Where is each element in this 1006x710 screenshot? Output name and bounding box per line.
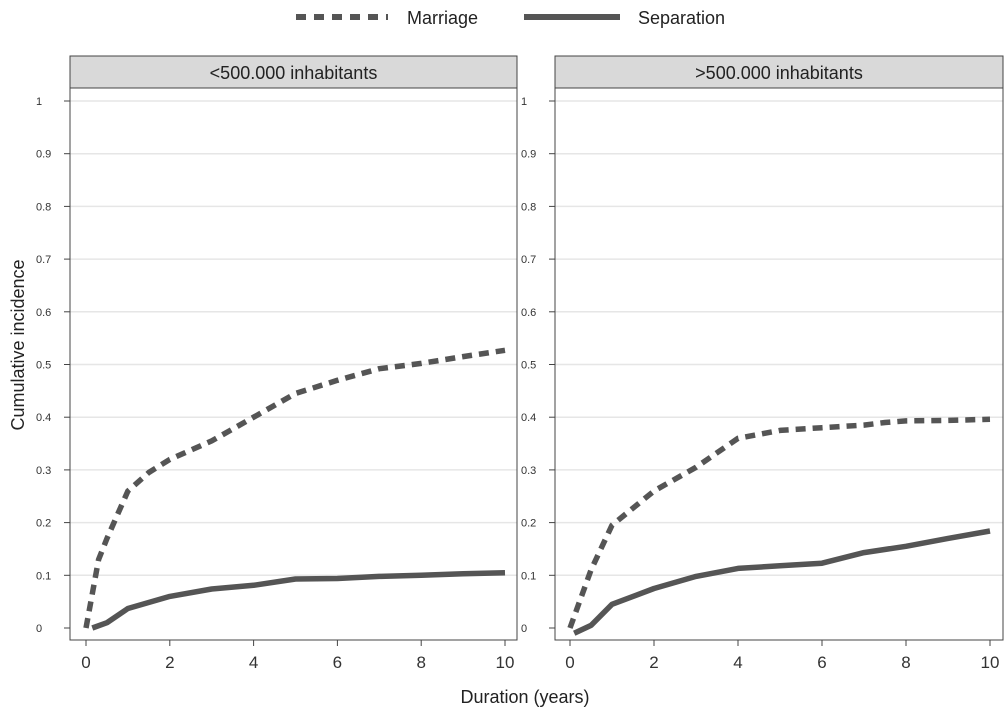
y-tick-label: 0.4 xyxy=(521,412,536,424)
series-line-separation xyxy=(91,569,506,631)
panel-strip xyxy=(554,55,1004,89)
y-tick-label: 0.5 xyxy=(36,360,51,372)
panel-frame xyxy=(69,55,518,641)
y-tick-label: 0.9 xyxy=(36,149,51,161)
x-tick-label: 6 xyxy=(817,653,826,672)
series-line-marriage xyxy=(567,416,991,629)
panel-title: >500.000 inhabitants xyxy=(695,63,863,83)
x-tick-label: 0 xyxy=(565,653,574,672)
x-tick-label: 2 xyxy=(165,653,174,672)
panel-title: <500.000 inhabitants xyxy=(210,63,378,83)
x-tick-label: 0 xyxy=(81,653,90,672)
y-tick-label: 0.1 xyxy=(36,570,51,582)
panel-1: <500.000 inhabitants 0 0.1 0.2 0.3 0.4 0.5 0.6 0… xyxy=(36,55,518,672)
y-tick-label: 0.2 xyxy=(521,518,536,530)
series-line-separation xyxy=(573,528,991,636)
x-tick-label: 4 xyxy=(733,653,742,672)
x-tick-label: 10 xyxy=(981,653,1000,672)
x-tick-label: 4 xyxy=(249,653,258,672)
y-tick-label: 0.7 xyxy=(36,254,51,266)
y-tick-label: 0.9 xyxy=(521,149,536,161)
y-tick-label: 0.8 xyxy=(521,201,536,213)
y-tick-label: 0 xyxy=(521,623,527,635)
panel-2: >500.000 inhabitants 0 0.1 0.2 0.3 0.4 0.5 0.6 0… xyxy=(521,55,1004,672)
panels: <500.000 inhabitants 0 0.1 0.2 0.3 0.4 0.5 0.6 0… xyxy=(36,55,1004,672)
legend-separation-label: Separation xyxy=(638,8,725,28)
series-line-marriage xyxy=(83,347,506,629)
y-axis-title: Cumulative incidence xyxy=(8,259,28,430)
x-axis-title: Duration (years) xyxy=(460,687,589,707)
x-tick-label: 8 xyxy=(416,653,425,672)
y-tick-label: 0.3 xyxy=(521,465,536,477)
x-tick-label: 10 xyxy=(496,653,515,672)
y-tick-label: 0.5 xyxy=(521,360,536,372)
y-tick-label: 1 xyxy=(36,96,42,108)
y-tick-label: 0.4 xyxy=(36,412,51,424)
y-tick-label: 1 xyxy=(521,96,527,108)
legend: Marriage Separation xyxy=(296,8,725,28)
x-tick-label: 8 xyxy=(901,653,910,672)
x-tick-label: 6 xyxy=(333,653,342,672)
y-tick-label: 0 xyxy=(36,623,42,635)
y-tick-label: 0.8 xyxy=(36,201,51,213)
y-tick-label: 0.1 xyxy=(521,570,536,582)
y-tick-label: 0.2 xyxy=(36,518,51,530)
y-tick-label: 0.3 xyxy=(36,465,51,477)
panel-frame xyxy=(554,55,1004,641)
y-tick-label: 0.6 xyxy=(521,307,536,319)
y-tick-label: 0.7 xyxy=(521,254,536,266)
y-tick-label: 0.6 xyxy=(36,307,51,319)
x-tick-label: 2 xyxy=(649,653,658,672)
legend-marriage-label: Marriage xyxy=(407,8,478,28)
